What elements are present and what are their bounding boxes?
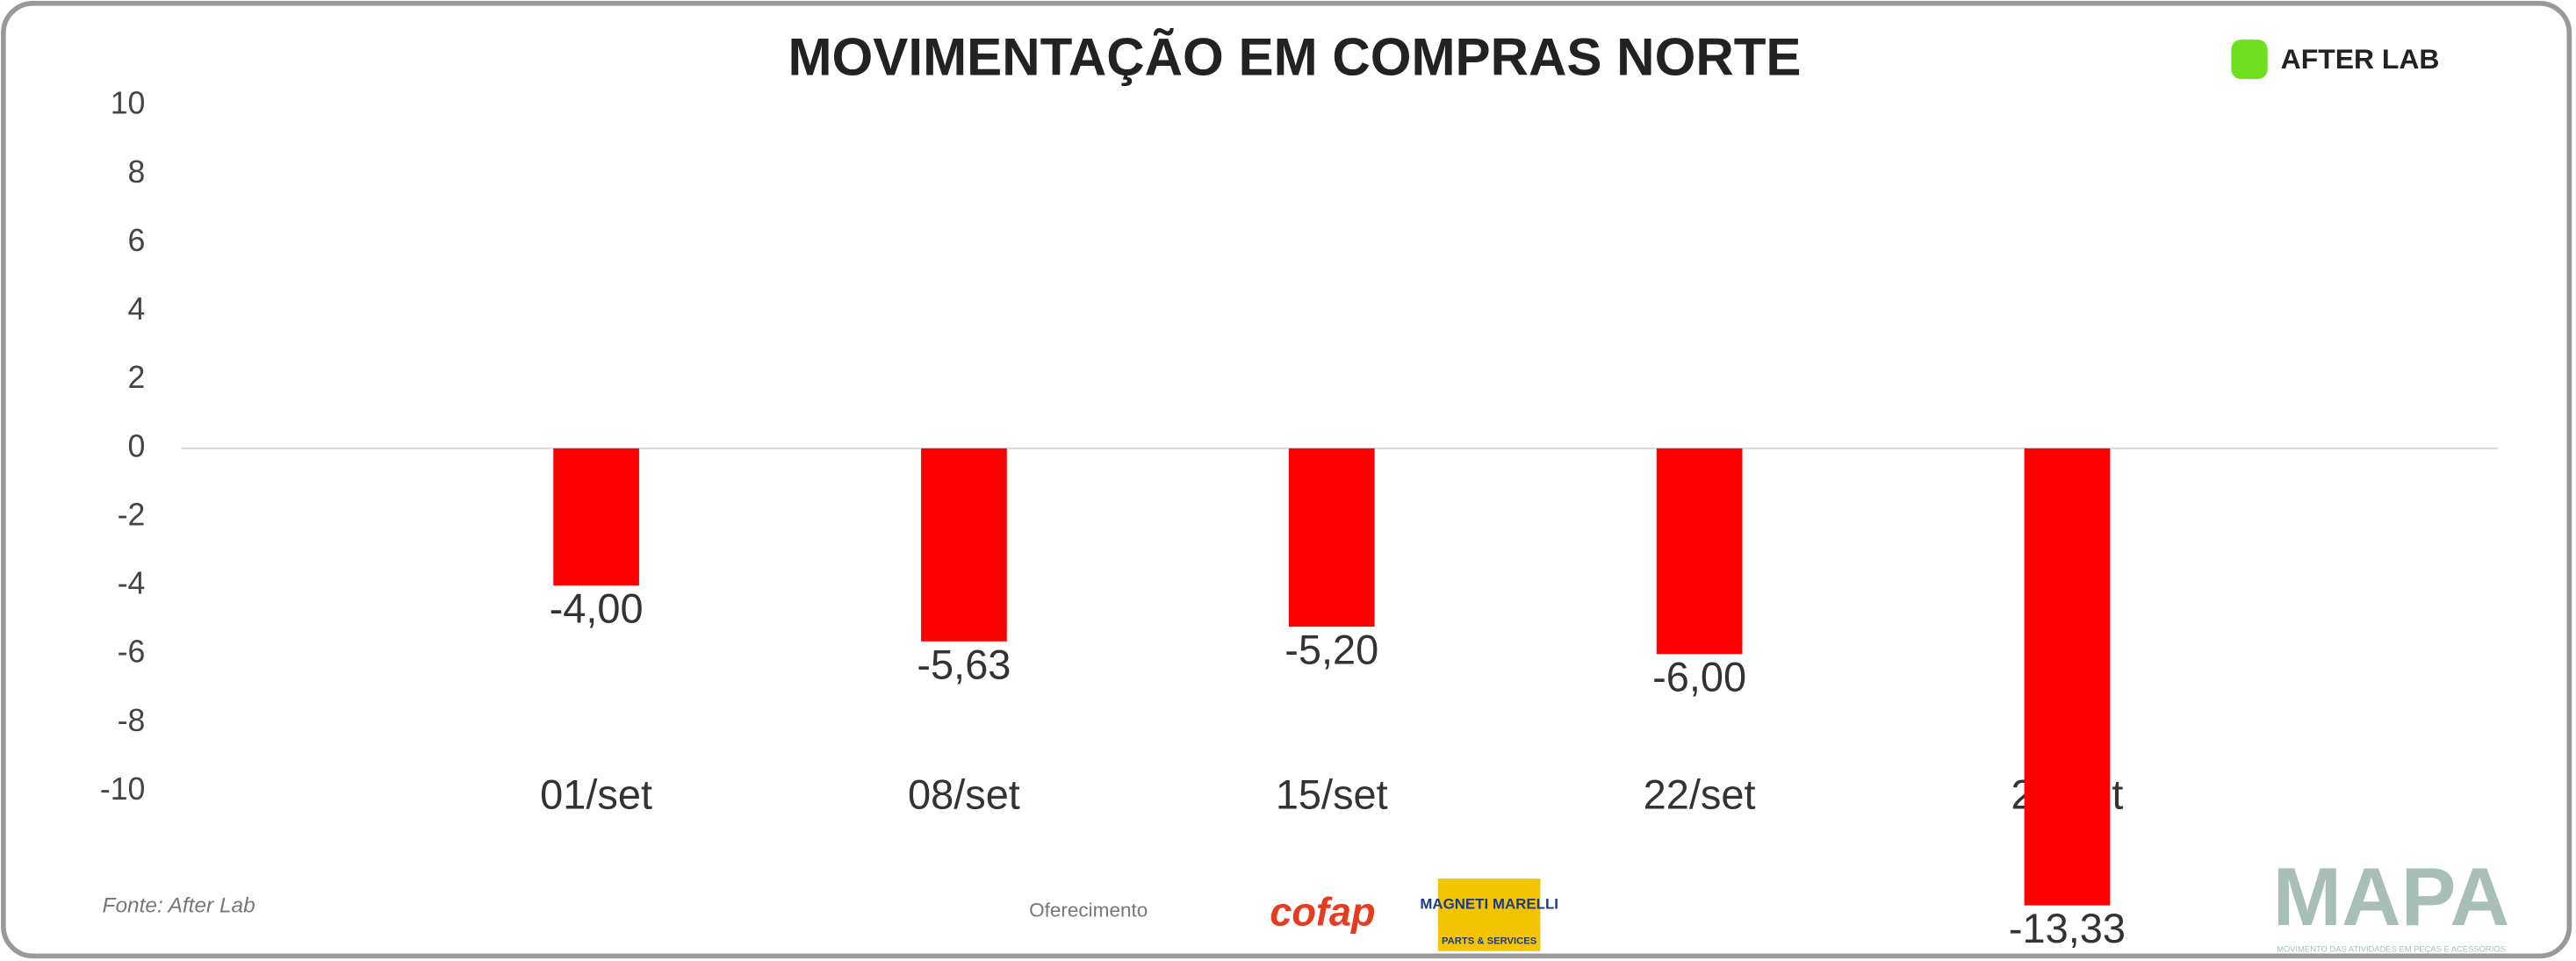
y-tick-label: 2 bbox=[128, 360, 146, 395]
bar bbox=[1288, 448, 1375, 628]
logo-icon bbox=[2231, 39, 2268, 80]
value-label: -13,33 bbox=[2009, 905, 2126, 951]
sponsor-cofap: cofap bbox=[1270, 889, 1375, 934]
x-tick-label: 15/set bbox=[1276, 771, 1388, 817]
y-tick-label: -4 bbox=[118, 566, 146, 601]
y-tick-label: -8 bbox=[118, 703, 146, 738]
chart-title: MOVIMENTAÇÃO EM COMPRAS NORTE bbox=[788, 27, 1801, 86]
y-tick-label: 6 bbox=[128, 223, 146, 258]
bar bbox=[921, 448, 1007, 642]
value-label: -5,63 bbox=[917, 641, 1011, 687]
value-label: -6,00 bbox=[1652, 654, 1746, 700]
bar bbox=[1656, 448, 1743, 655]
y-tick-label: 4 bbox=[128, 291, 146, 326]
brand-tagline: MOVIMENTO DAS ATIVIDADES EM PEÇAS E ACES… bbox=[2277, 943, 2506, 953]
x-tick-label: 08/set bbox=[908, 771, 1020, 817]
y-tick-label: -2 bbox=[118, 497, 146, 532]
y-tick-label: -6 bbox=[118, 635, 146, 670]
x-tick-label: 22/set bbox=[1644, 771, 1756, 817]
sponsor-magneti: MAGNETI MARELLI bbox=[1420, 896, 1558, 913]
y-tick-label: -10 bbox=[100, 771, 146, 807]
bar bbox=[2024, 448, 2111, 906]
y-tick-label: 0 bbox=[128, 428, 146, 463]
sponsor-label: Oferecimento bbox=[1029, 900, 1148, 922]
sponsor-magneti-sub: PARTS & SERVICES bbox=[1442, 936, 1537, 946]
y-tick-label: 10 bbox=[111, 86, 146, 121]
value-label: -4,00 bbox=[550, 585, 644, 632]
sponsor-box bbox=[1437, 879, 1541, 951]
brand: MAPA bbox=[2273, 850, 2510, 943]
x-tick-label: 01/set bbox=[540, 771, 652, 817]
source: Fonte: After Lab bbox=[103, 893, 255, 917]
y-tick-label: 8 bbox=[128, 154, 146, 190]
logo-text: AFTER LAB bbox=[2281, 43, 2440, 75]
bar bbox=[553, 448, 639, 586]
value-label: -5,20 bbox=[1284, 626, 1378, 672]
